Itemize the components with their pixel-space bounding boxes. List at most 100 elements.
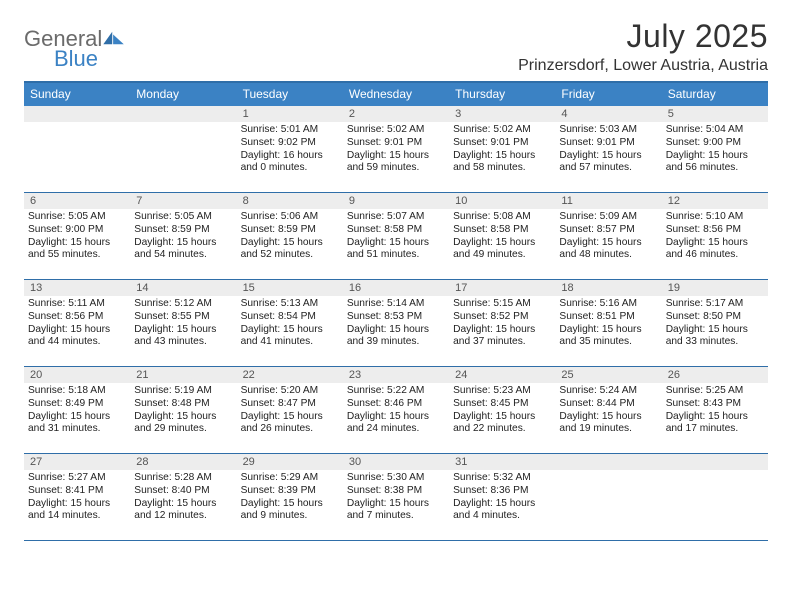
day-cell	[130, 106, 236, 192]
day-cell: 2 Sunrise: 5:02 AMSunset: 9:01 PMDaylight…	[343, 106, 449, 192]
day-details: Sunrise: 5:12 AMSunset: 8:55 PMDaylight:…	[134, 298, 232, 349]
day-cell: 26 Sunrise: 5:25 AMSunset: 8:43 PMDayligh…	[662, 367, 768, 453]
day-details: Sunrise: 5:05 AMSunset: 9:00 PMDaylight:…	[28, 211, 126, 262]
day-cell: 24 Sunrise: 5:23 AMSunset: 8:45 PMDayligh…	[449, 367, 555, 453]
dayname-friday: Friday	[555, 83, 661, 106]
day-number: 14	[130, 280, 236, 296]
day-number: 15	[237, 280, 343, 296]
dayname-monday: Monday	[130, 83, 236, 106]
day-details: Sunrise: 5:08 AMSunset: 8:58 PMDaylight:…	[453, 211, 551, 262]
dayname-row: Sunday Monday Tuesday Wednesday Thursday…	[24, 83, 768, 106]
calendar: Sunday Monday Tuesday Wednesday Thursday…	[24, 81, 768, 541]
day-cell: 13Sunrise: 5:11 AMSunset: 8:56 PMDayligh…	[24, 280, 130, 366]
week-row: 6 Sunrise: 5:05 AMSunset: 9:00 PMDaylight…	[24, 193, 768, 280]
dayname-saturday: Saturday	[662, 83, 768, 106]
week-row: 20 Sunrise: 5:18 AMSunset: 8:49 PMDayligh…	[24, 367, 768, 454]
day-details: Sunrise: 5:22 AMSunset: 8:46 PMDaylight:…	[347, 385, 445, 436]
day-number: 11	[555, 193, 661, 209]
day-number: 25	[555, 367, 661, 383]
day-cell: 9Sunrise: 5:07 AMSunset: 8:58 PMDaylight…	[343, 193, 449, 279]
week-row: 27 Sunrise: 5:27 AMSunset: 8:41 PMDayligh…	[24, 454, 768, 541]
day-number: 24	[449, 367, 555, 383]
day-details: Sunrise: 5:29 AMSunset: 8:39 PMDaylight:…	[241, 472, 339, 523]
day-cell: 5 Sunrise: 5:04 AMSunset: 9:00 PMDaylight…	[662, 106, 768, 192]
day-number: 8	[237, 193, 343, 209]
day-details: Sunrise: 5:02 AMSunset: 9:01 PMDaylight:…	[347, 124, 445, 175]
day-number: 29	[237, 454, 343, 470]
day-details: Sunrise: 5:28 AMSunset: 8:40 PMDaylight:…	[134, 472, 232, 523]
day-details: Sunrise: 5:09 AMSunset: 8:57 PMDaylight:…	[559, 211, 657, 262]
day-number: 5	[662, 106, 768, 122]
dayname-thursday: Thursday	[449, 83, 555, 106]
day-details: Sunrise: 5:20 AMSunset: 8:47 PMDaylight:…	[241, 385, 339, 436]
day-number: 9	[343, 193, 449, 209]
day-details: Sunrise: 5:24 AMSunset: 8:44 PMDaylight:…	[559, 385, 657, 436]
day-number: 2	[343, 106, 449, 122]
brand-mark-icon	[103, 30, 125, 46]
day-number: 7	[130, 193, 236, 209]
day-number: 6	[24, 193, 130, 209]
day-details: Sunrise: 5:13 AMSunset: 8:54 PMDaylight:…	[241, 298, 339, 349]
day-cell: 30 Sunrise: 5:30 AMSunset: 8:38 PMDayligh…	[343, 454, 449, 540]
dayname-wednesday: Wednesday	[343, 83, 449, 106]
day-number: 20	[24, 367, 130, 383]
day-details: Sunrise: 5:25 AMSunset: 8:43 PMDaylight:…	[666, 385, 764, 436]
day-details: Sunrise: 5:27 AMSunset: 8:41 PMDaylight:…	[28, 472, 126, 523]
day-number: 13	[24, 280, 130, 296]
day-number: 1	[237, 106, 343, 122]
brand-text-blue: Blue	[54, 46, 125, 72]
day-number: 31	[449, 454, 555, 470]
day-number: 26	[662, 367, 768, 383]
day-cell: 14 Sunrise: 5:12 AMSunset: 8:55 PMDayligh…	[130, 280, 236, 366]
month-title: July 2025	[518, 18, 768, 55]
day-details: Sunrise: 5:32 AMSunset: 8:36 PMDaylight:…	[453, 472, 551, 523]
day-cell: 25 Sunrise: 5:24 AMSunset: 8:44 PMDayligh…	[555, 367, 661, 453]
day-number: 28	[130, 454, 236, 470]
day-number: 22	[237, 367, 343, 383]
day-details: Sunrise: 5:04 AMSunset: 9:00 PMDaylight:…	[666, 124, 764, 175]
day-number: 18	[555, 280, 661, 296]
day-number: 27	[24, 454, 130, 470]
day-number: 12	[662, 193, 768, 209]
day-cell: 4 Sunrise: 5:03 AMSunset: 9:01 PMDaylight…	[555, 106, 661, 192]
day-cell	[24, 106, 130, 192]
day-number: 3	[449, 106, 555, 122]
day-details: Sunrise: 5:30 AMSunset: 8:38 PMDaylight:…	[347, 472, 445, 523]
day-cell: 12Sunrise: 5:10 AMSunset: 8:56 PMDayligh…	[662, 193, 768, 279]
day-cell: 8 Sunrise: 5:06 AMSunset: 8:59 PMDaylight…	[237, 193, 343, 279]
day-number: 10	[449, 193, 555, 209]
day-details: Sunrise: 5:15 AMSunset: 8:52 PMDaylight:…	[453, 298, 551, 349]
day-cell	[555, 454, 661, 540]
day-number: 30	[343, 454, 449, 470]
day-details: Sunrise: 5:02 AMSunset: 9:01 PMDaylight:…	[453, 124, 551, 175]
day-number	[662, 454, 768, 470]
day-details: Sunrise: 5:23 AMSunset: 8:45 PMDaylight:…	[453, 385, 551, 436]
day-cell: 29 Sunrise: 5:29 AMSunset: 8:39 PMDayligh…	[237, 454, 343, 540]
day-cell: 18 Sunrise: 5:16 AMSunset: 8:51 PMDayligh…	[555, 280, 661, 366]
day-cell: 3 Sunrise: 5:02 AMSunset: 9:01 PMDaylight…	[449, 106, 555, 192]
day-cell: 15 Sunrise: 5:13 AMSunset: 8:54 PMDayligh…	[237, 280, 343, 366]
day-details: Sunrise: 5:14 AMSunset: 8:53 PMDaylight:…	[347, 298, 445, 349]
day-number	[24, 106, 130, 122]
day-cell: 7Sunrise: 5:05 AMSunset: 8:59 PMDaylight…	[130, 193, 236, 279]
day-details: Sunrise: 5:16 AMSunset: 8:51 PMDaylight:…	[559, 298, 657, 349]
week-row: 1 Sunrise: 5:01 AMSunset: 9:02 PMDaylight…	[24, 106, 768, 193]
day-details: Sunrise: 5:06 AMSunset: 8:59 PMDaylight:…	[241, 211, 339, 262]
day-number: 21	[130, 367, 236, 383]
day-details: Sunrise: 5:01 AMSunset: 9:02 PMDaylight:…	[241, 124, 339, 175]
day-number: 4	[555, 106, 661, 122]
day-number	[555, 454, 661, 470]
day-cell: 17Sunrise: 5:15 AMSunset: 8:52 PMDayligh…	[449, 280, 555, 366]
day-cell: 1 Sunrise: 5:01 AMSunset: 9:02 PMDaylight…	[237, 106, 343, 192]
day-cell: 11 Sunrise: 5:09 AMSunset: 8:57 PMDayligh…	[555, 193, 661, 279]
location-label: Prinzersdorf, Lower Austria, Austria	[518, 57, 768, 75]
day-cell: 23Sunrise: 5:22 AMSunset: 8:46 PMDayligh…	[343, 367, 449, 453]
week-row: 13Sunrise: 5:11 AMSunset: 8:56 PMDayligh…	[24, 280, 768, 367]
day-cell: 19Sunrise: 5:17 AMSunset: 8:50 PMDayligh…	[662, 280, 768, 366]
day-cell: 31 Sunrise: 5:32 AMSunset: 8:36 PMDayligh…	[449, 454, 555, 540]
day-cell: 21Sunrise: 5:19 AMSunset: 8:48 PMDayligh…	[130, 367, 236, 453]
day-cell	[662, 454, 768, 540]
day-details: Sunrise: 5:03 AMSunset: 9:01 PMDaylight:…	[559, 124, 657, 175]
day-details: Sunrise: 5:18 AMSunset: 8:49 PMDaylight:…	[28, 385, 126, 436]
day-number	[130, 106, 236, 122]
